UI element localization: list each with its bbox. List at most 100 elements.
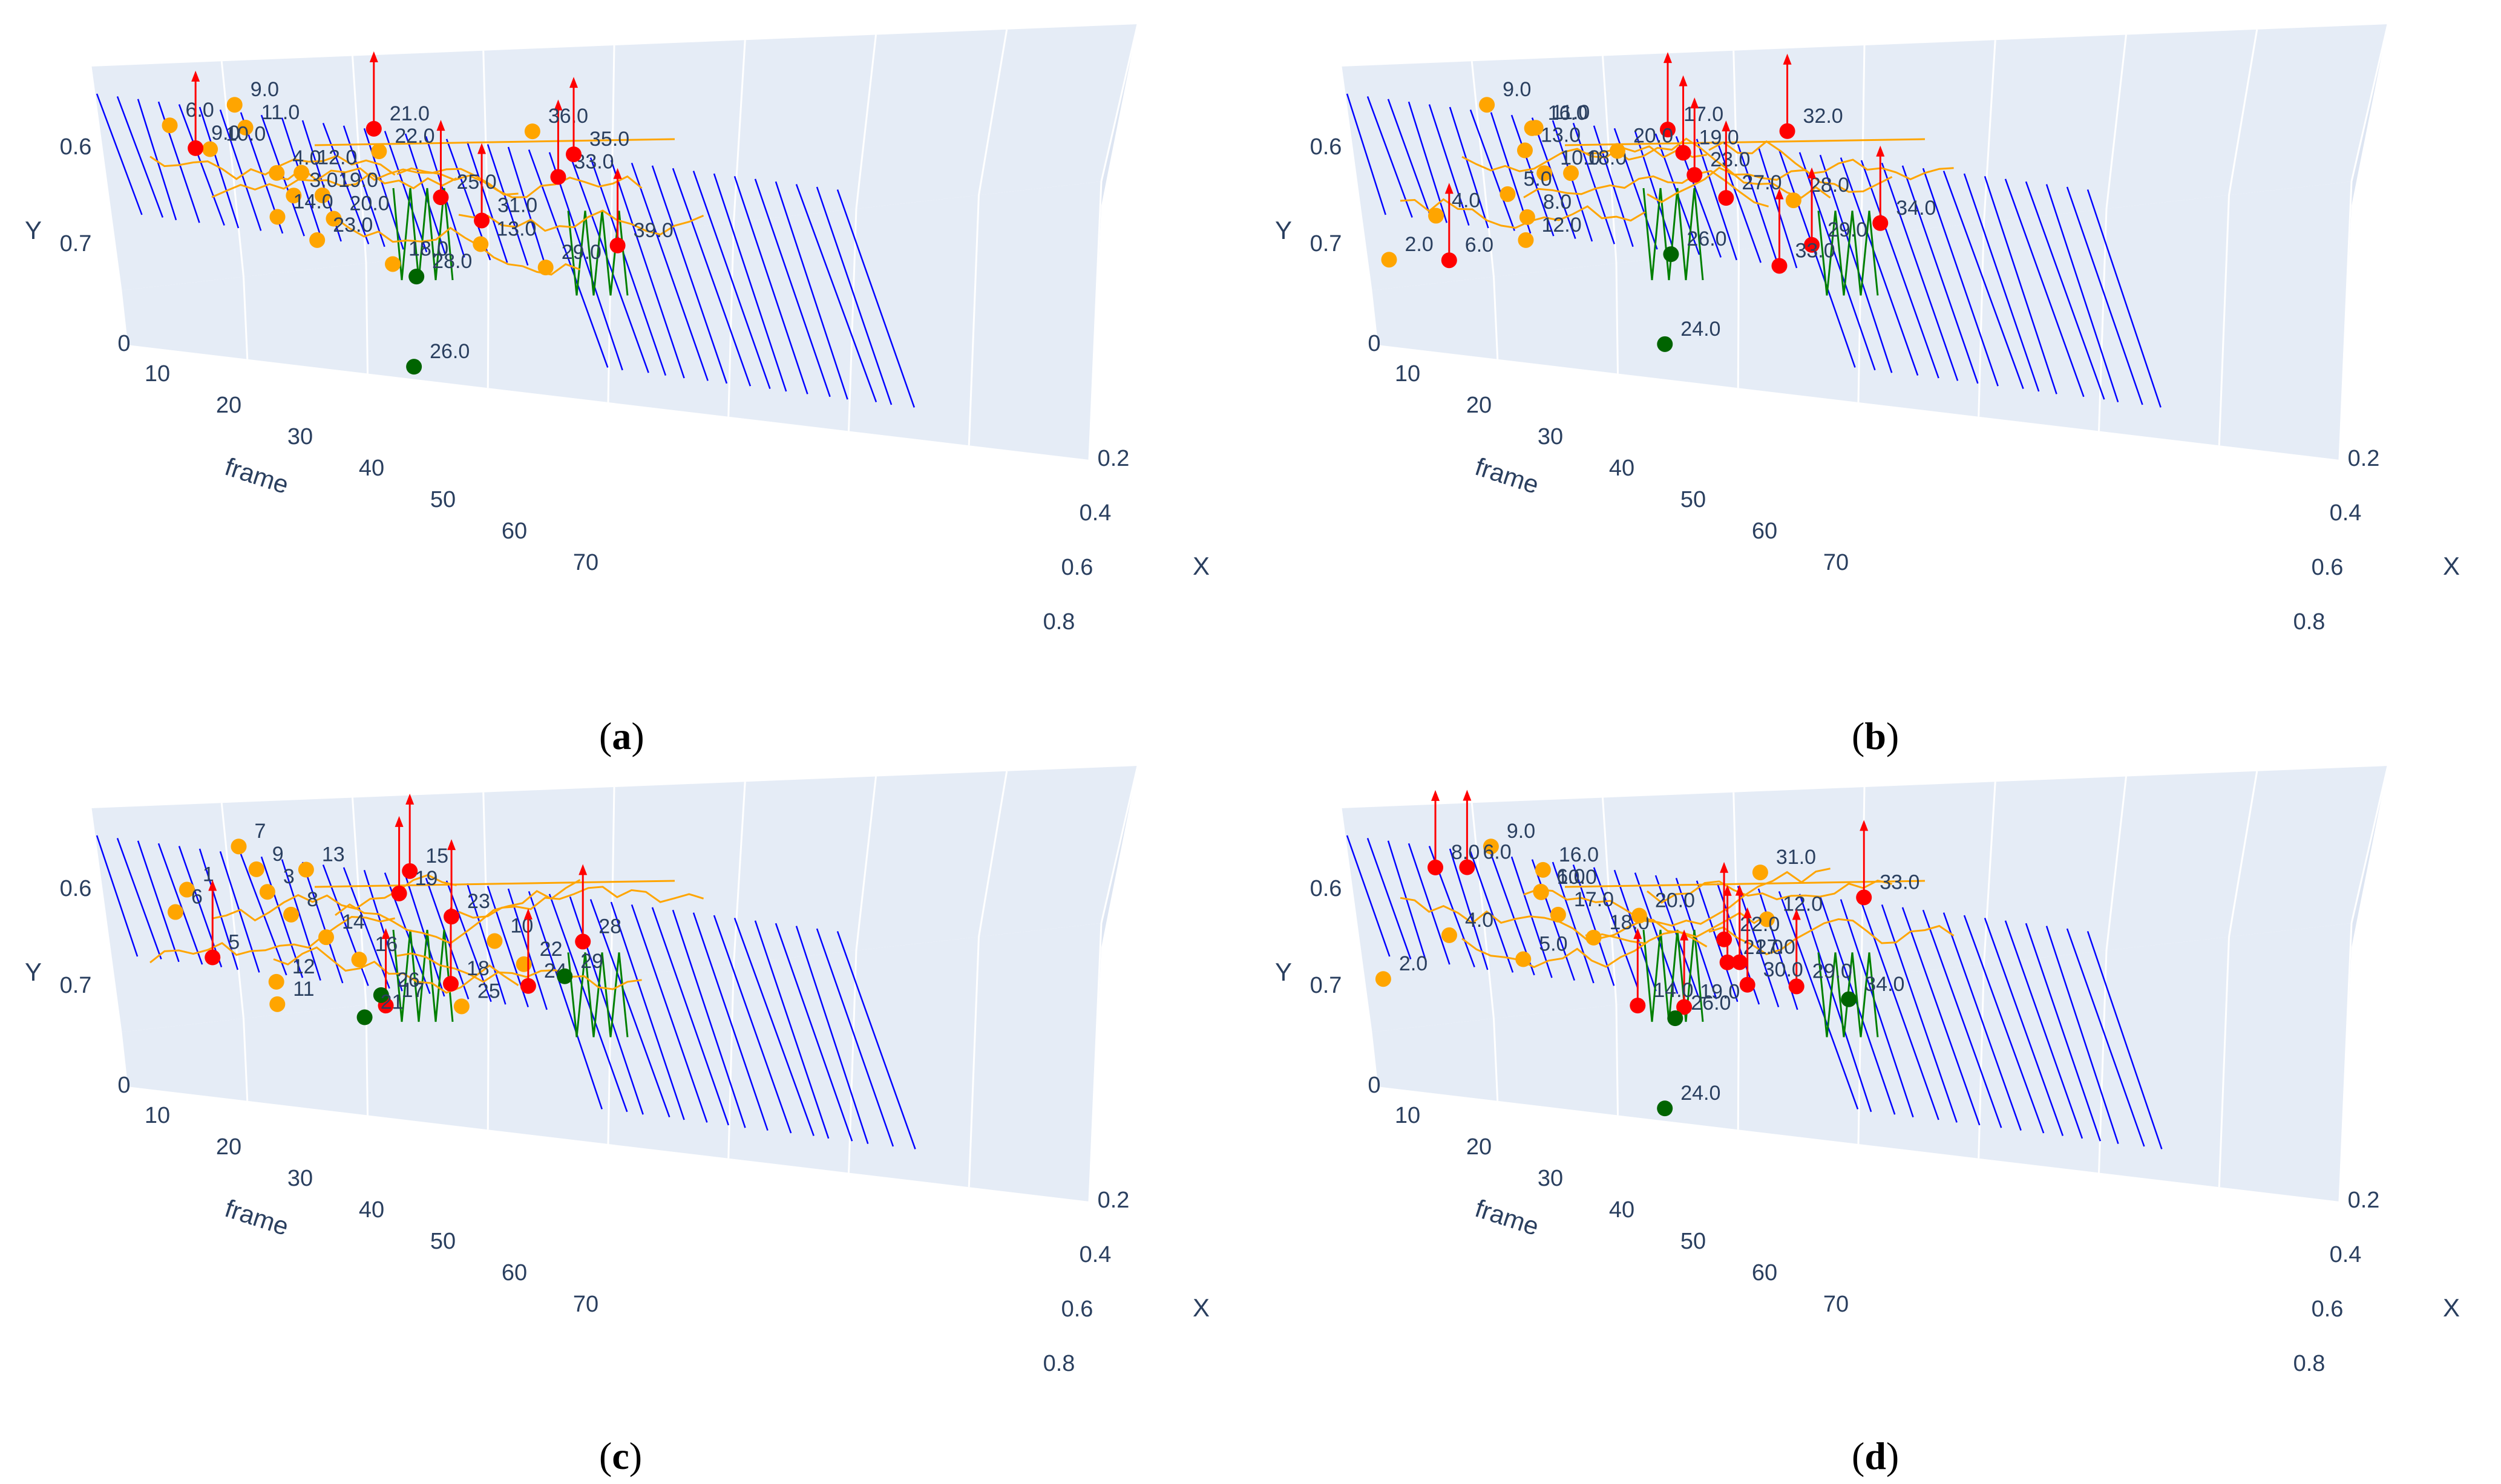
frame-tick-label: 10 — [145, 1103, 170, 1128]
red-arrowhead — [405, 793, 415, 805]
grid-line — [120, 1031, 128, 1087]
trajectory-blue-line — [836, 189, 916, 408]
data-point-red — [433, 189, 449, 206]
panel-c: 7 9 3 8 10 22 12 11 13 1 6 14 5 24 17 15 19 23 28 16 18 25 29 2… — [0, 742, 1250, 1483]
data-point-red — [1718, 190, 1734, 206]
trajectory-blue-line — [1737, 144, 1779, 266]
trajectory-blue-line — [795, 926, 869, 1144]
frame-tick-label: 30 — [287, 1166, 313, 1191]
frame-axis-label: frame — [1472, 452, 1542, 499]
frame-tick-label: 30 — [287, 424, 313, 449]
point-label: 29 — [580, 950, 603, 973]
data-point-green — [1667, 1010, 1683, 1027]
red-arrowhead — [554, 99, 563, 111]
x-axis-label: X — [2443, 552, 2460, 580]
trajectory-blue-line — [507, 146, 547, 269]
data-point-red — [1676, 999, 1693, 1015]
data-point-orange — [259, 884, 275, 900]
data-point-orange — [268, 973, 284, 990]
frame-tick-label: 50 — [430, 1229, 456, 1254]
point-label: 25.0 — [456, 171, 496, 194]
point-label: 6.0 — [186, 99, 214, 122]
trajectory-blue-line — [1963, 915, 2045, 1134]
caption-letter: b — [1864, 714, 1886, 757]
point-label: 19.0 — [1700, 980, 1740, 1003]
data-point-red — [402, 863, 418, 879]
floor-plane — [1371, 181, 2352, 460]
caption-letter: a — [612, 714, 632, 757]
red-arrowhead — [1792, 909, 1801, 920]
y-axis-label: Y — [25, 216, 42, 244]
orange-trajectory — [1564, 880, 1926, 888]
caption-paren-close: ) — [629, 1434, 643, 1477]
point-label: 6.0 — [1556, 865, 1585, 888]
frame-tick-label: 30 — [1538, 424, 1563, 449]
frame-tick-label: 40 — [359, 1197, 384, 1223]
x-tick-label: 0.8 — [2293, 1351, 2326, 1376]
point-label: 11 — [293, 978, 314, 1001]
frame-tick-label: 20 — [1466, 393, 1492, 418]
trajectory-blue-line — [2086, 930, 2163, 1149]
orange-trajectory — [273, 167, 519, 196]
zero-tick-label: 0 — [117, 1073, 130, 1098]
point-label: 23.0 — [1710, 148, 1750, 171]
grid-line — [90, 66, 122, 291]
back-wall — [1341, 24, 2388, 290]
red-arrowhead — [477, 143, 487, 154]
scene-3d-d: 9.016.010.012.04.05.02.019.08.06.017.018… — [1275, 765, 2460, 1376]
grid-line — [968, 195, 980, 446]
grid-line — [2228, 29, 2258, 195]
grid-line — [855, 776, 877, 951]
grid-line — [1088, 181, 1103, 460]
trajectory-blue-line — [631, 904, 708, 1123]
data-point-orange — [179, 881, 195, 898]
grid-line — [243, 1018, 249, 1101]
orange-trajectory — [1708, 918, 1955, 955]
trajectory-blue-line — [2004, 178, 2085, 397]
data-point-orange — [269, 996, 286, 1012]
frame-tick-label: 70 — [573, 1292, 598, 1317]
grid-line — [1732, 50, 1740, 250]
x-tick-label: 0.2 — [2348, 446, 2380, 471]
red-arrowhead — [1735, 884, 1744, 896]
grid-line — [2338, 923, 2353, 1202]
red-arrowhead — [1743, 907, 1752, 918]
data-point-orange — [1609, 143, 1625, 159]
data-point-orange — [298, 861, 314, 878]
trajectory-blue-line — [672, 909, 746, 1128]
orange-trajectory — [149, 915, 395, 964]
panel-caption: (b) — [1852, 714, 1899, 759]
trajectory-blue-line — [1469, 851, 1514, 973]
grid-line — [90, 808, 122, 1033]
frame-tick-label: 10 — [1395, 361, 1420, 387]
zero-tick-label: 0 — [1368, 1073, 1380, 1098]
grid-line — [733, 782, 746, 964]
trajectory-blue-line — [672, 168, 752, 387]
data-point-red — [520, 978, 536, 994]
red-arrowhead — [436, 120, 445, 131]
point-label: 9 — [272, 843, 284, 866]
frame-tick-label: 20 — [216, 1134, 241, 1160]
data-point-orange — [309, 232, 326, 248]
y-tick-label: 0.6 — [60, 134, 92, 160]
x-tick-label: 0.8 — [2293, 609, 2326, 635]
point-label: 26.0 — [1691, 992, 1731, 1015]
grid-line — [2350, 765, 2389, 924]
trajectory-blue-line — [1860, 160, 1939, 379]
trajectory-blue-line — [816, 186, 893, 405]
data-point-orange — [524, 123, 540, 140]
trajectory-blue-line — [1408, 843, 1450, 965]
trajectory-blue-line — [713, 173, 787, 392]
red-arrowhead — [1431, 789, 1440, 801]
point-label: 13 — [322, 843, 345, 866]
orange-trajectory — [1461, 930, 1708, 969]
data-point-orange — [269, 209, 286, 225]
orange-trajectory — [335, 217, 581, 276]
data-point-orange — [453, 998, 470, 1015]
red-arrowhead — [1860, 820, 1869, 831]
point-label: 28 — [598, 915, 621, 938]
grid-line — [2098, 950, 2108, 1173]
x-tick-label: 0.4 — [2330, 1242, 2362, 1267]
point-label: 26.0 — [430, 340, 470, 363]
trajectory-blue-line — [2025, 923, 2102, 1142]
